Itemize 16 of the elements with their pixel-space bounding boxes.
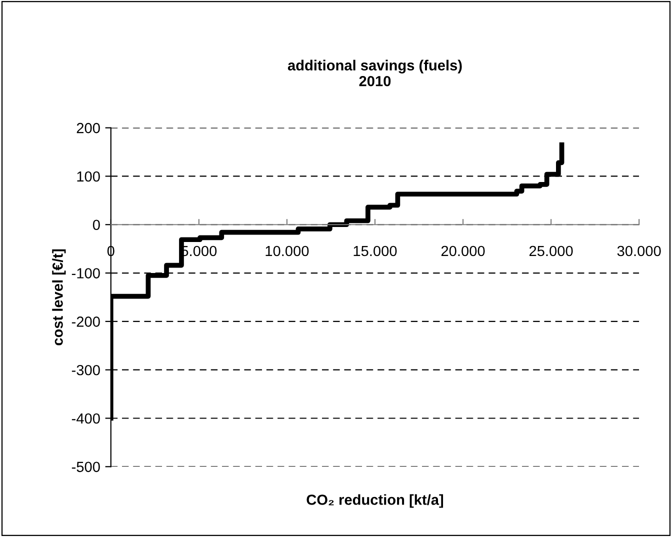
y-tick-label: 0 [92,220,100,230]
y-tick-label: -200 [72,316,100,327]
x-tick-label: 20.000 [441,246,485,256]
x-tick-label: 10.000 [266,246,309,256]
y-tick-label: -400 [72,413,100,424]
x-tick-label: 25.000 [529,246,573,256]
x-tick-label: 15.000 [354,246,397,256]
x-axis-title: CO₂ reduction [kt/a] [306,494,444,508]
y-tick-label: 100 [77,171,100,182]
y-tick-label: -300 [72,364,100,376]
y-tick-label: 200 [76,122,100,134]
y-axis-title: cost level [€/t] [52,249,66,346]
y-tick-label: -500 [72,462,100,472]
chart-title: additional savings (fuels) 2010 [288,60,462,86]
x-tick-label: 30.000 [617,246,661,256]
y-tick-label: -100 [72,268,100,278]
